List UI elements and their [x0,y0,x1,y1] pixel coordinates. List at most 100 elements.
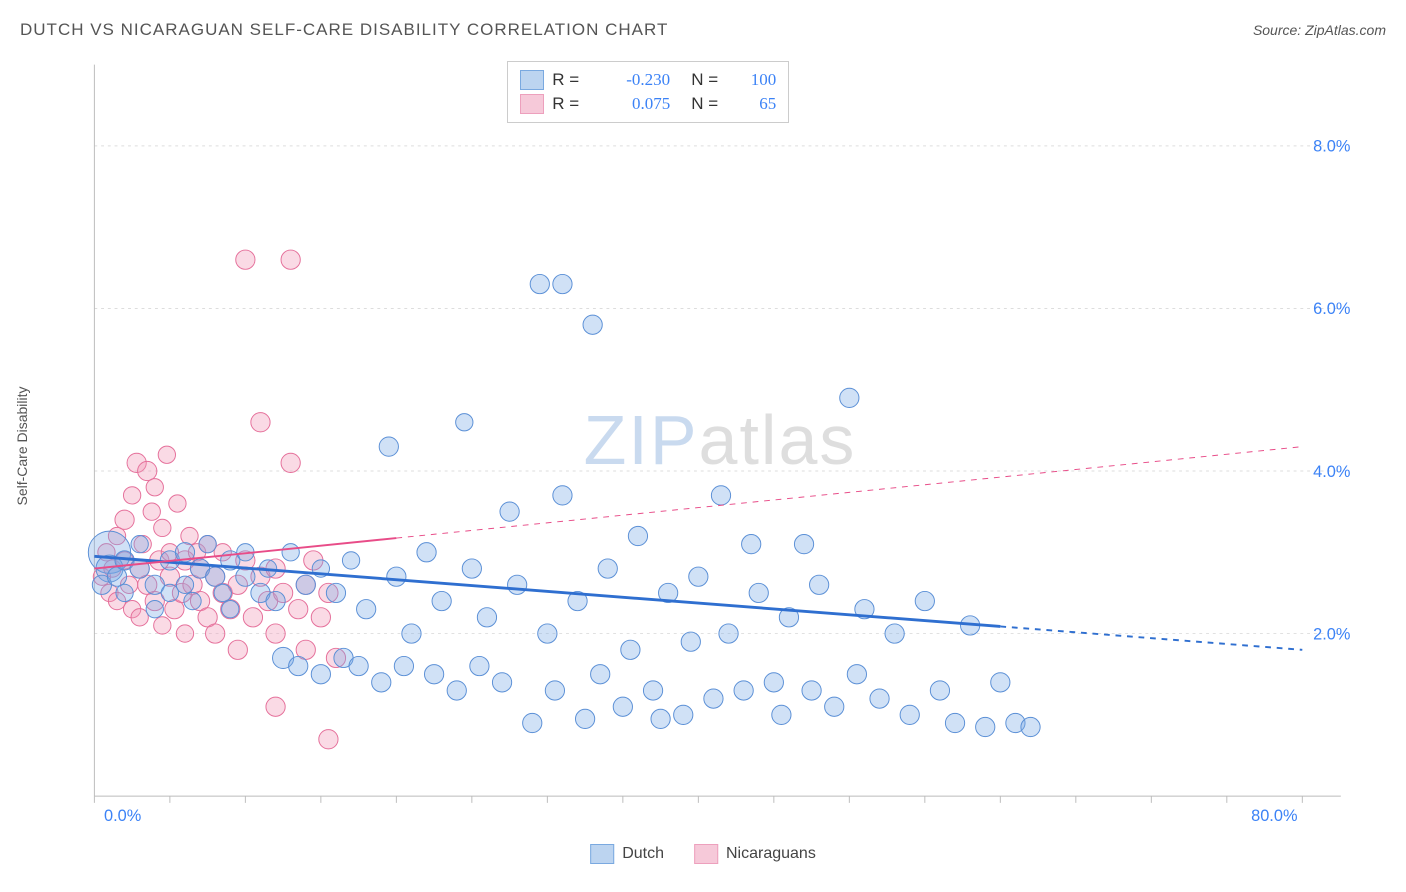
x-tick-label: 80.0% [1251,807,1297,825]
scatter-point [372,673,391,692]
scatter-point [379,437,398,456]
scatter-point [417,543,436,562]
scatter-point [538,624,557,643]
x-tick-label: 0.0% [104,807,141,825]
scatter-point [161,584,178,601]
y-tick-label: 8.0% [1313,138,1350,156]
scatter-point [319,730,338,749]
scatter-point [115,510,134,529]
scatter-point [764,673,783,692]
scatter-point [711,486,730,505]
y-axis-label: Self-Care Disability [14,386,30,505]
stat-r-value: 0.075 [600,92,670,116]
scatter-point [704,689,723,708]
scatter-point [131,609,148,626]
stat-r-label: R = [552,92,592,116]
scatter-point [575,709,594,728]
scatter-point [976,717,995,736]
scatter-point [432,591,451,610]
y-tick-label: 2.0% [1313,625,1350,643]
scatter-point [470,656,489,675]
scatter-point [199,536,216,553]
scatter-point [281,453,300,472]
scatter-point [613,697,632,716]
scatter-point [176,576,193,593]
scatter-point [462,559,481,578]
scatter-point [349,656,368,675]
scatter-point [591,665,610,684]
legend-item: Dutch [590,844,664,864]
scatter-point [282,544,299,561]
scatter-point [840,388,859,407]
scatter-point [825,697,844,716]
y-tick-label: 6.0% [1313,300,1350,318]
scatter-point [123,487,140,504]
scatter-point [915,591,934,610]
chart-title: DUTCH VS NICARAGUAN SELF-CARE DISABILITY… [20,20,668,40]
scatter-point [228,640,247,659]
legend: Dutch Nicaraguans [590,844,816,864]
scatter-point [266,624,285,643]
scatter-point [508,575,527,594]
source-attribution: Source: ZipAtlas.com [1253,22,1386,38]
scatter-point [394,656,413,675]
y-tick-label: 4.0% [1313,463,1350,481]
stat-n-label: N = [678,68,718,92]
legend-swatch [694,844,718,864]
scatter-point [281,250,300,269]
scatter-point [138,461,157,480]
scatter-point [749,583,768,602]
scatter-point [742,535,761,554]
scatter-point [154,519,171,536]
scatter-point [492,673,511,692]
scatter-point [357,600,376,619]
stat-n-value: 65 [726,92,776,116]
scatter-point [583,315,602,334]
scatter-point [402,624,421,643]
scatter-point [146,479,163,496]
trend-line-dashed [1000,626,1302,649]
plot-area: ZIPatlas 2.0%4.0%6.0%8.0%0.0%80.0% R = -… [55,55,1385,825]
scatter-point [184,592,201,609]
scatter-point [772,705,791,724]
scatter-point [900,705,919,724]
scatter-point [621,640,640,659]
scatter-point [342,552,359,569]
legend-swatch [520,70,544,90]
scatter-point [143,503,160,520]
scatter-point [523,713,542,732]
scatter-point [553,274,572,293]
scatter-point [158,446,175,463]
scatter-point [991,673,1010,692]
scatter-point [326,583,345,602]
scatter-point [681,632,700,651]
stats-row: R = -0.230N = 100 [520,68,776,92]
scatter-point [1021,717,1040,736]
scatter-point [236,250,255,269]
scatter-point [266,591,285,610]
scatter-point [628,526,647,545]
scatter-point [500,502,519,521]
scatter-point [424,665,443,684]
stat-r-label: R = [552,68,592,92]
legend-label: Nicaraguans [726,845,816,863]
stat-n-label: N = [678,92,718,116]
scatter-point [643,681,662,700]
legend-item: Nicaraguans [694,844,816,864]
scatter-point [296,575,315,594]
scatter-point [243,608,262,627]
scatter-point [311,608,330,627]
scatter-point [251,413,270,432]
scatter-point [651,709,670,728]
scatter-point [802,681,821,700]
scatter-point [206,624,225,643]
scatter-point [689,567,708,586]
scatter-point [266,697,285,716]
scatter-point [311,665,330,684]
scatter-point [289,600,308,619]
scatter-point [116,584,133,601]
correlation-stats-box: R = -0.230N = 100R = 0.075 N = 65 [507,61,789,123]
scatter-point [734,681,753,700]
scatter-point [885,624,904,643]
legend-swatch [520,94,544,114]
